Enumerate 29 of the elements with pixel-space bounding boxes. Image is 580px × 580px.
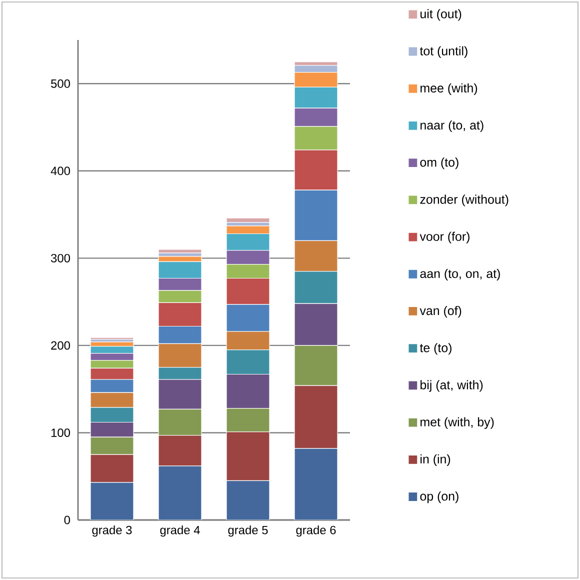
y-tick-label: 400 [50, 166, 70, 176]
x-tick-label: grade 5 [228, 526, 268, 537]
x-tick-label: grade 3 [92, 526, 132, 537]
y-tick-label: 500 [51, 79, 70, 88]
legend-label: mee (with) [420, 83, 478, 95]
bar [226, 480, 270, 520]
legend-label: van (of) [420, 306, 462, 318]
bar [158, 466, 202, 520]
legend-label: voor (for) [420, 232, 470, 244]
x-tick-label: grade 6 [296, 526, 336, 537]
legend-label: op (on) [420, 491, 458, 504]
legend-label: om (to) [420, 158, 458, 170]
bar [294, 448, 338, 520]
legend-label: te (to) [420, 343, 452, 355]
y-tick-label: 300 [50, 254, 70, 262]
legend-label: zonder (without) [420, 194, 508, 206]
legend-label: naar (to, at) [420, 120, 484, 132]
legend-label: bij (at, with) [420, 380, 483, 392]
bar [226, 218, 270, 223]
legend-label: in (in) [420, 454, 450, 466]
legend-label: met (with, by) [420, 417, 494, 429]
y-tick-label: 200 [51, 341, 70, 350]
legend-label: aan (to, on, at) [420, 268, 500, 280]
y-tick-label: 100 [51, 428, 70, 437]
bar [90, 482, 134, 520]
legend-label: uit (out) [420, 9, 462, 21]
x-tick-label: grade 4 [160, 526, 200, 537]
y-tick-label: 0 [64, 516, 70, 524]
legend-label: tot (until) [420, 46, 468, 58]
